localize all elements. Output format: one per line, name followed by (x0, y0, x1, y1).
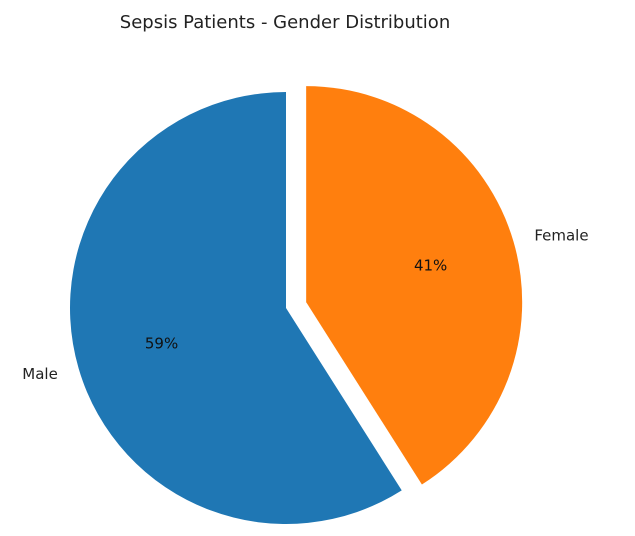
chart-title: Sepsis Patients - Gender Distribution (120, 12, 450, 33)
pie-labels: 59% Male 41% Female (22, 226, 588, 382)
pie-category-label-female: Female (534, 226, 588, 244)
pie-percent-label-male: 59% (145, 335, 178, 353)
pie-category-label-male: Male (22, 365, 58, 383)
pie-slice-male (69, 92, 402, 525)
pie-percent-label-female: 41% (414, 256, 447, 274)
pie-slice-female (306, 86, 523, 485)
pie-slices (69, 86, 523, 525)
